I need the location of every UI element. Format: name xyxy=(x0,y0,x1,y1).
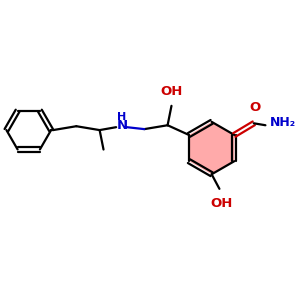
Polygon shape xyxy=(189,122,234,174)
Text: O: O xyxy=(249,100,260,114)
Text: H: H xyxy=(117,112,127,122)
Text: NH₂: NH₂ xyxy=(270,116,296,129)
Text: N: N xyxy=(116,119,128,132)
Text: OH: OH xyxy=(160,85,183,98)
Text: OH: OH xyxy=(210,196,232,210)
